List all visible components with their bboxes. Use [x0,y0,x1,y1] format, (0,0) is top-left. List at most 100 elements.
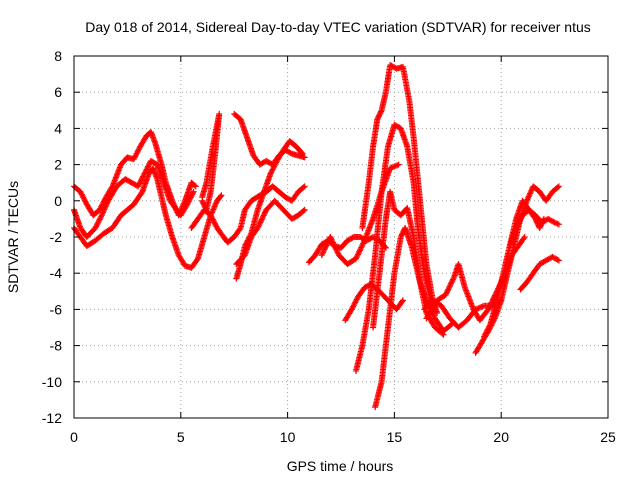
y-axis-label: SDTVAR / TECUs [5,181,21,293]
series-track-15 [370,188,447,338]
series-track-5 [188,183,308,246]
marker [300,207,307,214]
marker [320,247,327,254]
marker [445,286,452,293]
marker [259,215,266,222]
marker [448,279,455,286]
marker [332,245,339,252]
marker [333,247,340,254]
data-point [192,183,199,190]
marker [193,257,200,264]
marker [550,218,557,225]
y-tick-label: 4 [54,120,62,136]
marker [298,149,305,156]
marker [329,238,336,245]
data-point [218,192,225,199]
marker [323,242,330,249]
marker [261,211,268,218]
data-point [440,331,447,338]
marker [357,245,364,252]
marker [256,222,263,229]
marker [257,219,264,226]
marker [334,249,341,256]
marker [300,184,307,191]
marker [261,209,268,216]
data-point [190,188,197,195]
marker [377,108,384,115]
data-point [540,215,547,222]
marker [328,236,335,243]
data-point [299,150,306,157]
data-point [301,206,308,213]
x-tick-label: 25 [600,429,616,445]
x-axis-label: GPS time / hours [287,458,394,474]
marker [319,250,326,257]
x-tick-label: 0 [70,429,78,445]
marker [446,283,453,290]
data-point [327,234,334,240]
marker [488,300,495,307]
y-tick-label: -4 [50,265,63,281]
marker [256,220,263,227]
marker [447,321,454,328]
marker [554,256,561,263]
y-tick-label: 8 [54,48,62,64]
marker [322,245,329,252]
marker [260,212,267,219]
y-tick-label: -6 [50,301,63,317]
x-tick-label: 15 [387,429,403,445]
marker [447,282,454,289]
marker [449,276,456,283]
marker [217,193,224,200]
data-point [352,255,359,262]
data-point [199,194,206,201]
y-tick-label: 2 [54,157,62,173]
data-point [301,183,308,190]
data-point [521,234,528,240]
series-track-20 [506,197,547,250]
marker [354,252,361,259]
marker [321,246,328,253]
marker [489,296,496,303]
marker [258,216,265,223]
y-tick-label: 0 [54,193,62,209]
marker [447,280,454,287]
series-track-3 [71,157,197,240]
data-point [555,221,562,228]
marker [356,247,363,254]
data-point [301,154,308,161]
series-track-6 [231,110,308,168]
data-series [71,62,562,411]
marker [554,184,561,191]
marker [353,254,360,261]
marker [443,290,450,297]
y-tick-label: -2 [50,229,63,245]
marker [360,239,367,246]
marker [138,190,145,197]
data-point [555,183,562,190]
marker [329,239,336,246]
data-point [399,297,406,304]
marker [191,182,198,189]
marker [450,275,457,282]
marker [439,330,446,337]
marker [320,249,327,256]
marker [330,240,337,247]
marker [255,223,262,230]
marker [444,287,451,294]
marker [355,250,362,257]
marker [486,303,493,310]
y-tick-label: 6 [54,84,62,100]
marker [486,305,493,312]
marker [359,241,366,248]
marker [354,251,361,258]
chart-title: Day 018 of 2014, Sidereal Day-to-day VTE… [85,19,591,35]
series-track-21 [517,253,562,293]
marker [356,248,363,255]
data-point [254,224,261,231]
marker [331,243,338,250]
marker [259,213,266,220]
marker [487,302,494,309]
